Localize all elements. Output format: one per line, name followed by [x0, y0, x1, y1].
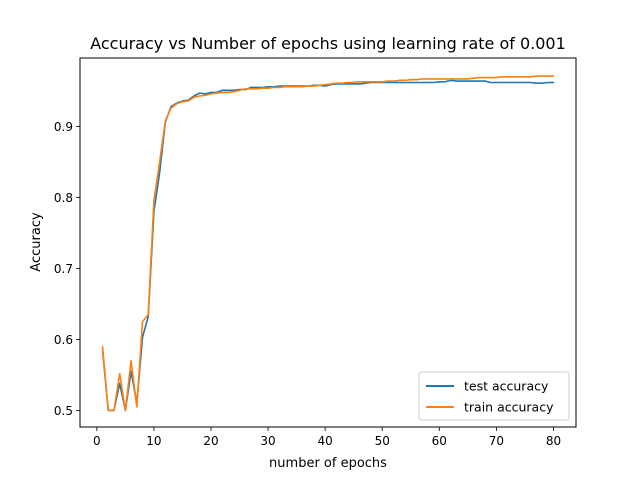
y-tick-label: 0.6: [54, 333, 73, 347]
x-tick-label: 60: [432, 434, 447, 448]
legend-label-train: train accuracy: [464, 400, 554, 415]
series-line-train-accuracy: [101, 75, 555, 412]
legend: test accuracy train accuracy: [418, 371, 570, 421]
legend-box: [418, 371, 570, 421]
legend-label-test: test accuracy: [464, 379, 549, 394]
plot-area: [80, 58, 576, 427]
x-tick-label: 30: [260, 434, 275, 448]
plot-frame: [79, 57, 577, 428]
x-tick-label: 80: [546, 434, 561, 448]
y-tick-label: 0.7: [54, 262, 73, 276]
x-tick-label: 0: [93, 434, 101, 448]
y-axis-label: Accuracy: [29, 212, 44, 272]
y-tick-label: 0.8: [54, 191, 73, 205]
y-tick-label: 0.9: [54, 120, 73, 134]
x-axis-label: number of epochs: [269, 456, 387, 471]
x-tick-label: 10: [146, 434, 161, 448]
chart-title: Accuracy vs Number of epochs using learn…: [90, 34, 566, 53]
x-axis-ticks: 0 10 20 30 40 50 60 70 80: [93, 427, 561, 448]
series-layer: [101, 75, 555, 412]
x-tick-label: 70: [489, 434, 504, 448]
x-tick-label: 40: [318, 434, 333, 448]
y-axis-ticks: 0.5 0.6 0.7 0.8 0.9: [54, 120, 80, 418]
x-tick-label: 50: [375, 434, 390, 448]
y-tick-label: 0.5: [54, 404, 73, 418]
x-tick-label: 20: [203, 434, 218, 448]
